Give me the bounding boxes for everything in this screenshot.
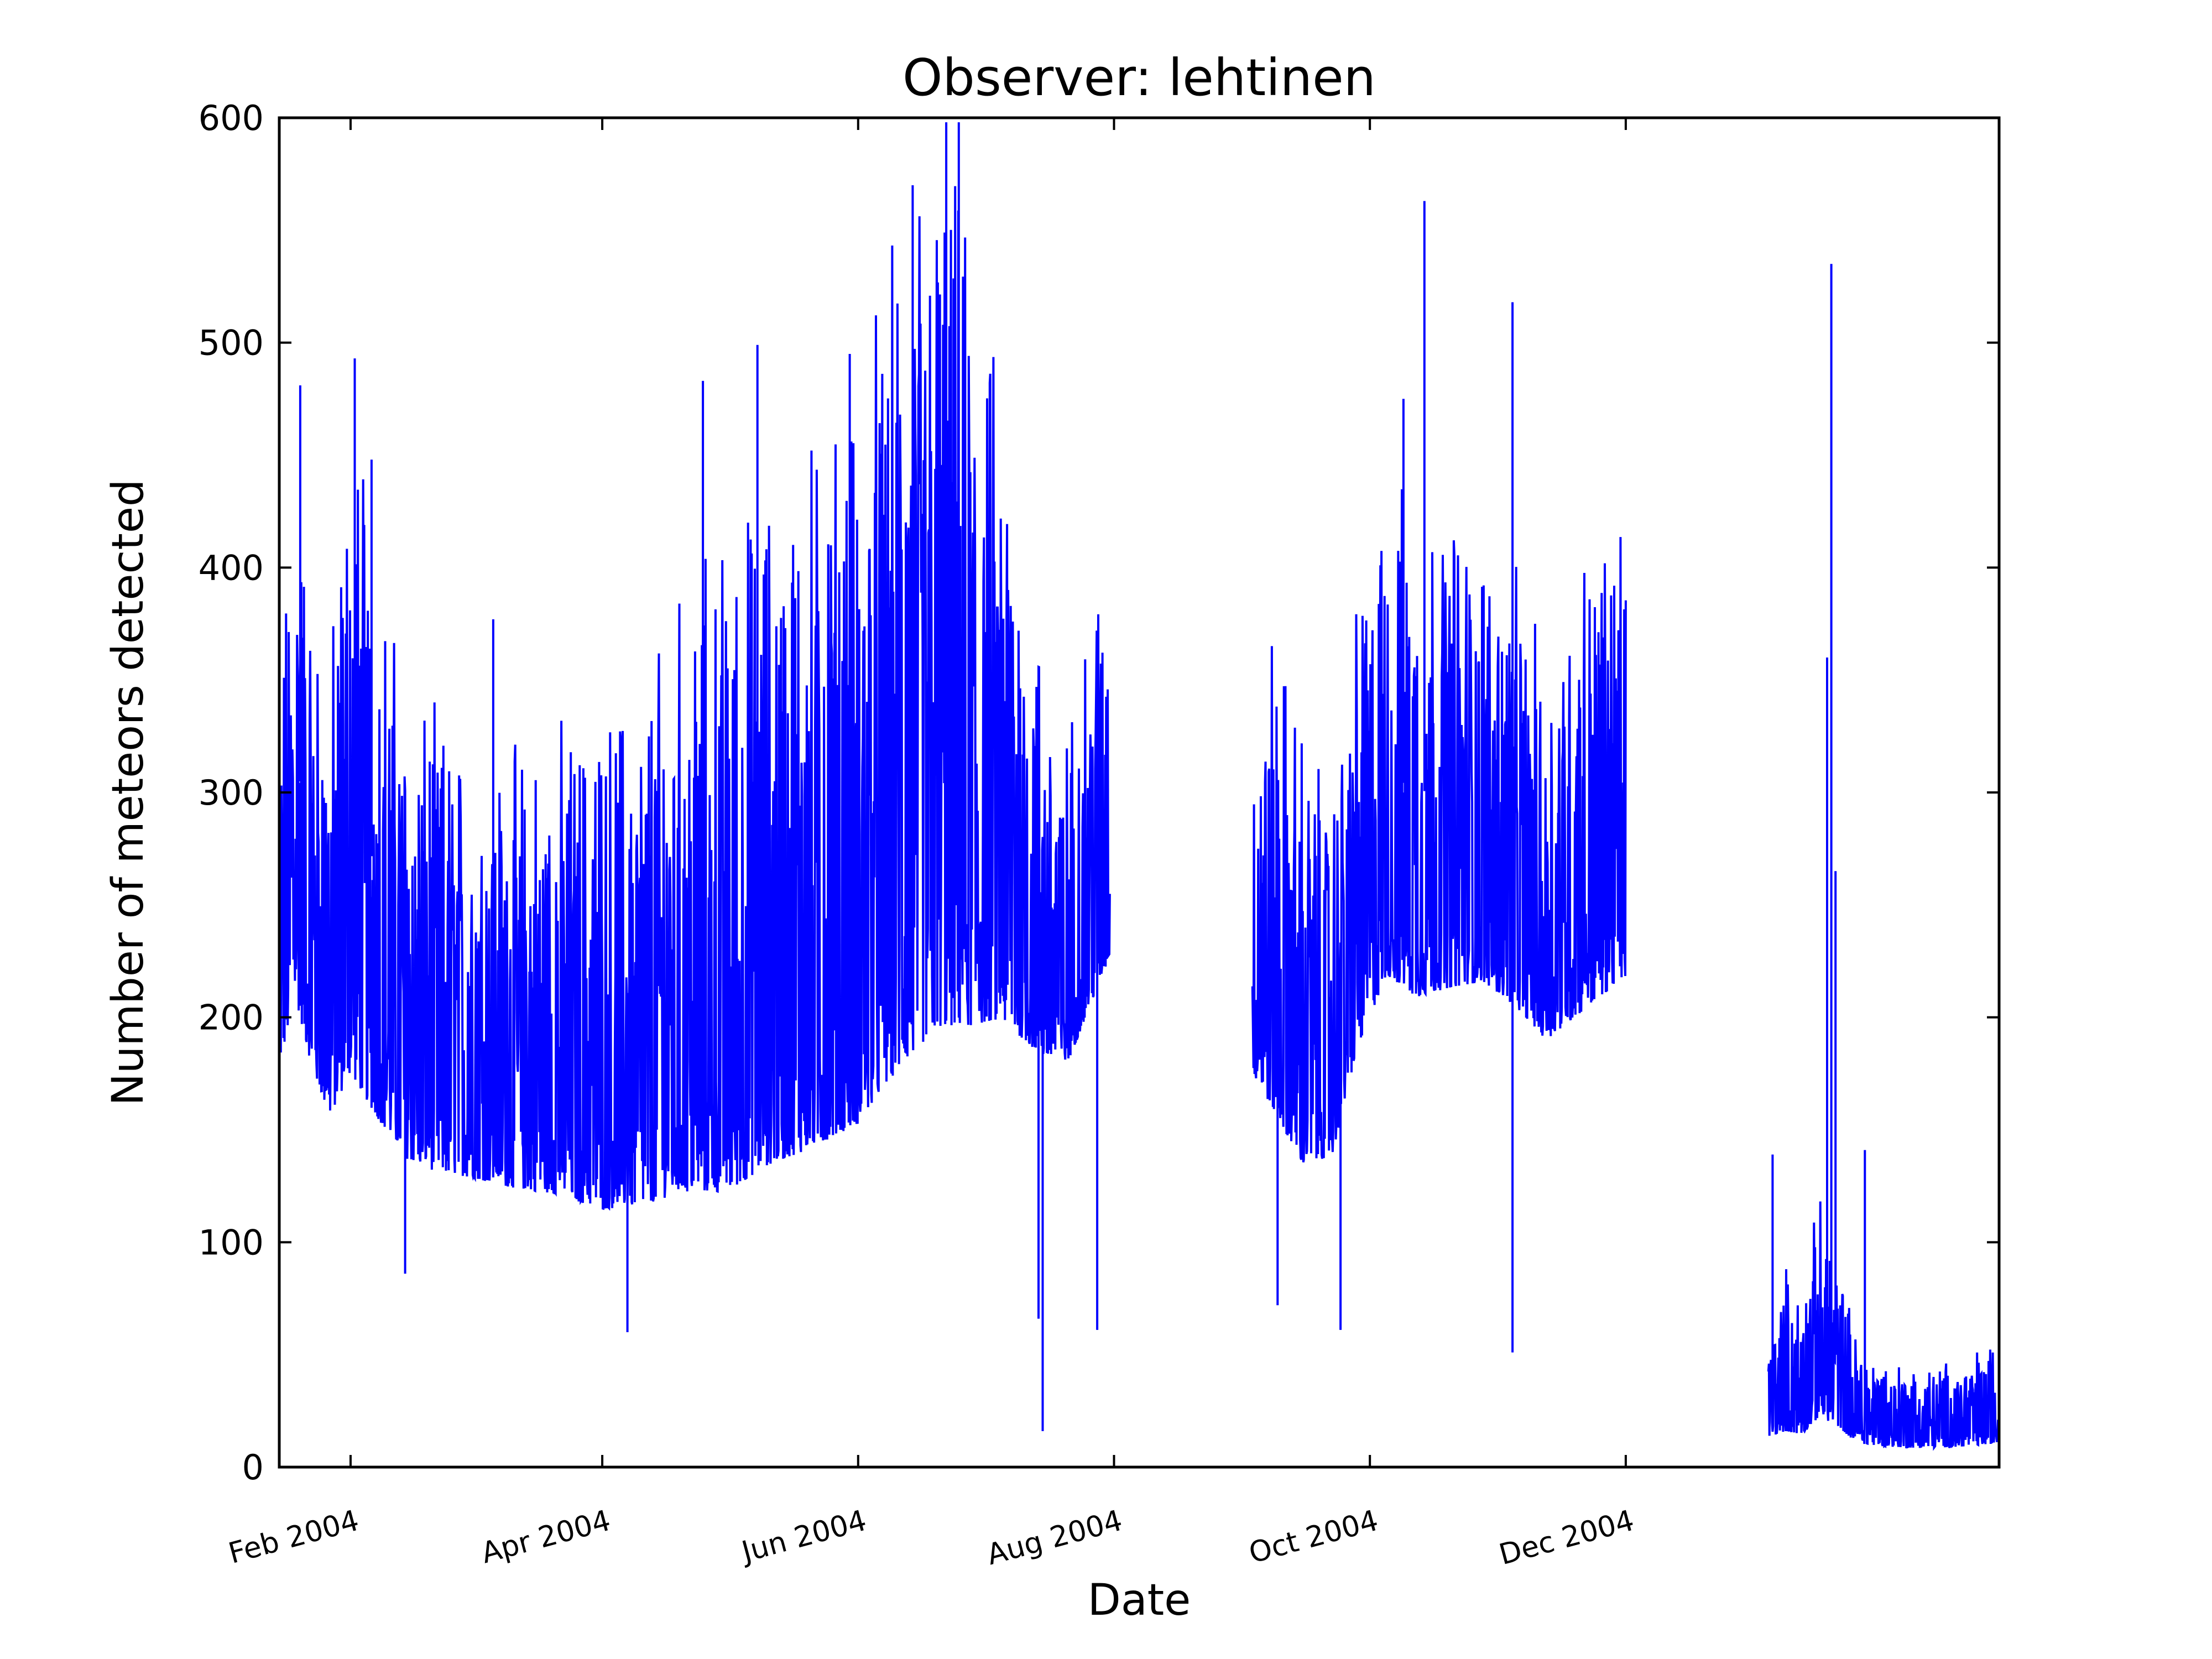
series-line-segment-2 — [1251, 201, 1627, 1353]
y-tick-label: 300 — [199, 773, 264, 813]
y-tick-label: 400 — [199, 547, 264, 588]
series-line-segment-3 — [1767, 264, 2000, 1451]
y-tick-label: 100 — [199, 1222, 264, 1262]
chart-title: Observer: lehtinen — [902, 48, 1376, 107]
y-tick-label: 200 — [199, 998, 264, 1038]
series-line-segment-1 — [278, 122, 1111, 1431]
y-axis-title: Number of meteors detected — [103, 479, 153, 1106]
series-line-group — [278, 122, 2000, 1451]
y-tick-label: 500 — [199, 323, 264, 363]
x-axis-title: Date — [1088, 1575, 1191, 1625]
y-tick-label: 0 — [242, 1447, 264, 1488]
y-tick-label: 600 — [199, 98, 264, 138]
y-axis: 0 100 200 300 400 500 600 — [199, 98, 1999, 1488]
